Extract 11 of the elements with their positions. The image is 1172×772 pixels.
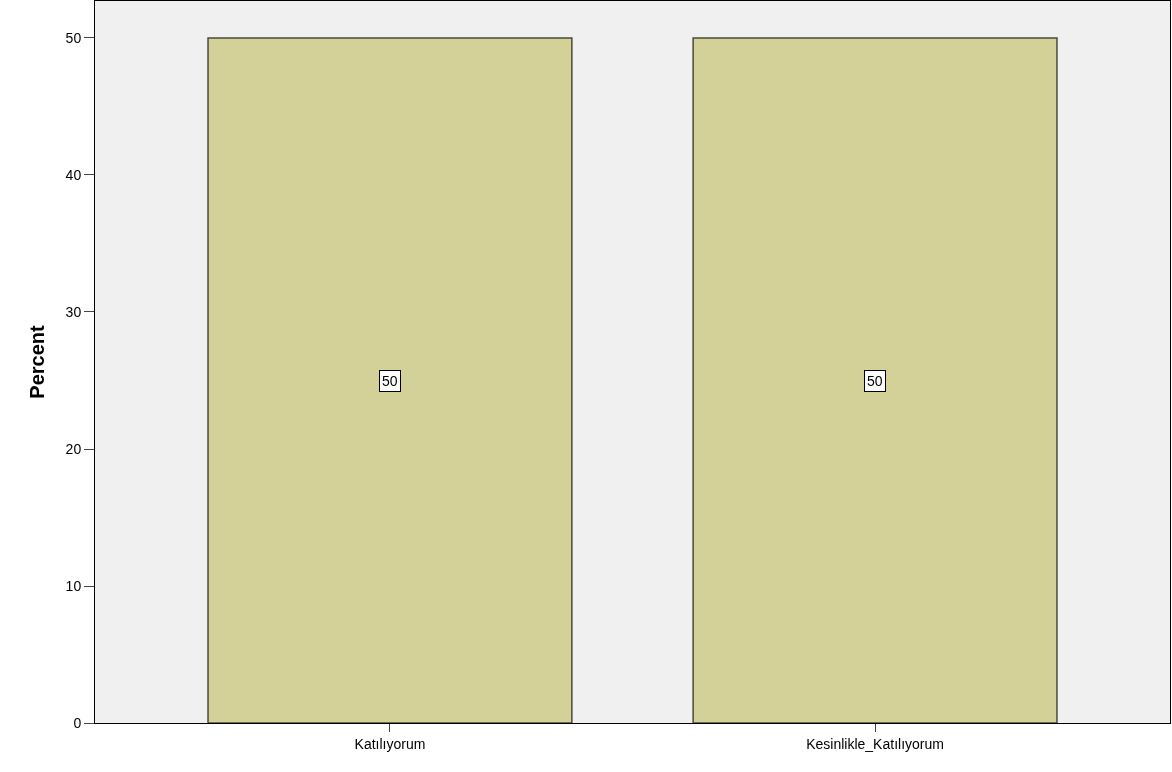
x-tick-label: Katılıyorum (354, 735, 426, 752)
y-tick-label: 0 (73, 714, 82, 731)
data-label: 50 (382, 373, 398, 389)
data-label: 50 (867, 373, 883, 389)
x-tick-label: Kesinlikle_Katılıyorum (806, 735, 944, 752)
y-tick-label: 10 (65, 577, 82, 594)
y-tick-label: 50 (65, 29, 82, 46)
y-axis-title: Percent (26, 324, 49, 399)
y-tick-label: 20 (65, 440, 82, 457)
y-tick-label: 30 (65, 303, 82, 320)
y-tick-label: 40 (65, 166, 82, 183)
